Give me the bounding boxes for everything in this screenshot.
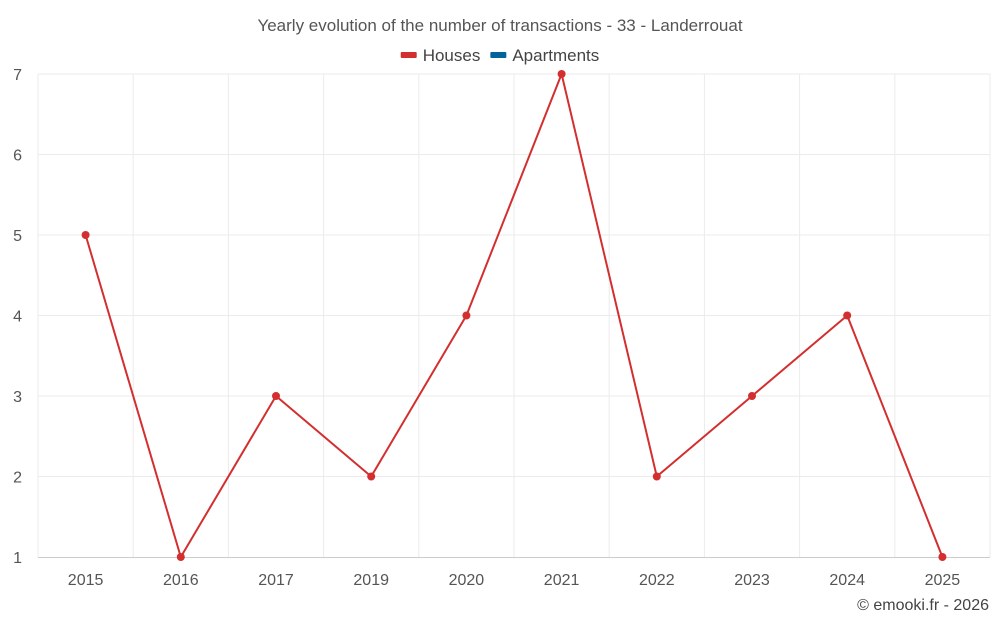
x-tick-label: 2022 xyxy=(639,572,675,589)
data-point-houses[interactable] xyxy=(557,70,566,78)
legend: Houses Apartments xyxy=(400,46,599,65)
x-tick-label: 2019 xyxy=(353,572,389,589)
legend-label-houses[interactable]: Houses xyxy=(423,46,481,65)
x-tick-label: 2015 xyxy=(68,572,104,589)
data-point-houses[interactable] xyxy=(462,311,471,320)
series-group xyxy=(81,70,947,561)
data-point-houses[interactable] xyxy=(81,231,90,239)
y-tick-label: 5 xyxy=(13,228,22,245)
x-tick-label: 2023 xyxy=(734,572,770,589)
x-tick-label: 2021 xyxy=(544,572,580,589)
data-point-houses[interactable] xyxy=(272,392,280,400)
x-tick-label: 2025 xyxy=(925,572,961,589)
y-tick-label: 6 xyxy=(13,148,22,165)
data-point-houses[interactable] xyxy=(748,392,756,400)
chart-title: Yearly evolution of the number of transa… xyxy=(257,16,742,35)
y-tick-label: 1 xyxy=(13,550,22,567)
data-point-houses[interactable] xyxy=(938,553,947,561)
legend-swatch-apartments xyxy=(490,52,507,58)
y-axis-ticks: 1 2 3 4 5 6 7 xyxy=(13,67,22,567)
x-tick-label: 2016 xyxy=(163,572,199,589)
x-tick-label: 2017 xyxy=(258,572,294,589)
series-line-houses xyxy=(84,73,944,558)
y-tick-label: 4 xyxy=(13,309,22,326)
legend-label-apartments[interactable]: Apartments xyxy=(512,46,599,65)
y-tick-label: 3 xyxy=(13,389,22,406)
data-point-houses[interactable] xyxy=(843,311,852,320)
x-axis-ticks: 2015 2016 2017 2019 2020 2021 2022 2023 2024 2025 xyxy=(68,572,960,589)
y-tick-label: 7 xyxy=(13,67,22,84)
x-tick-label: 2020 xyxy=(449,572,485,589)
data-point-houses[interactable] xyxy=(176,553,185,561)
x-tick-label: 2024 xyxy=(829,572,865,589)
horizontal-gridlines xyxy=(38,73,990,477)
data-point-houses[interactable] xyxy=(367,472,376,481)
legend-swatch-houses xyxy=(400,52,417,58)
credit-text: © emooki.fr - 2026 xyxy=(857,597,989,614)
data-point-houses[interactable] xyxy=(652,472,661,481)
y-tick-label: 2 xyxy=(13,470,22,487)
